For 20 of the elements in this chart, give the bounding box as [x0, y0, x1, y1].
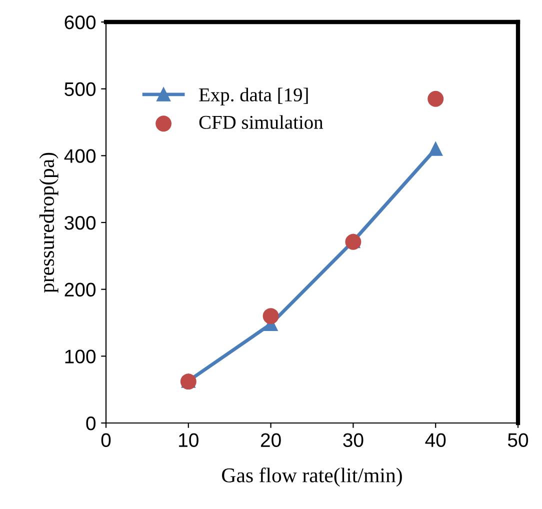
y-tick-label: 100	[65, 350, 96, 364]
x-axis-title: Gas flow rate(lit/min)	[222, 468, 402, 487]
x-tick-label: 50	[508, 433, 528, 448]
y-tick-label: 300	[64, 216, 96, 230]
y-tick-label: 0	[86, 416, 96, 430]
point	[428, 142, 443, 156]
x-tick-label: 40	[425, 433, 446, 448]
x-tick-label: 10	[179, 433, 198, 448]
y-tick-label: 500	[64, 82, 96, 96]
x-tick-label: 30	[343, 433, 364, 448]
point	[262, 308, 279, 324]
y-tick-label: 200	[64, 282, 96, 297]
y-tick-label: 600	[64, 15, 96, 30]
x-tick-label: 0	[101, 433, 111, 448]
point	[428, 90, 444, 107]
y-axis-title: pressuredrop(pa)	[39, 152, 58, 293]
legend-label: Exp. data [19]	[199, 88, 308, 106]
y-tick-label: 400	[64, 149, 96, 163]
x-tick-label: 20	[260, 433, 281, 448]
legend-label: CFD simulation	[199, 115, 324, 129]
